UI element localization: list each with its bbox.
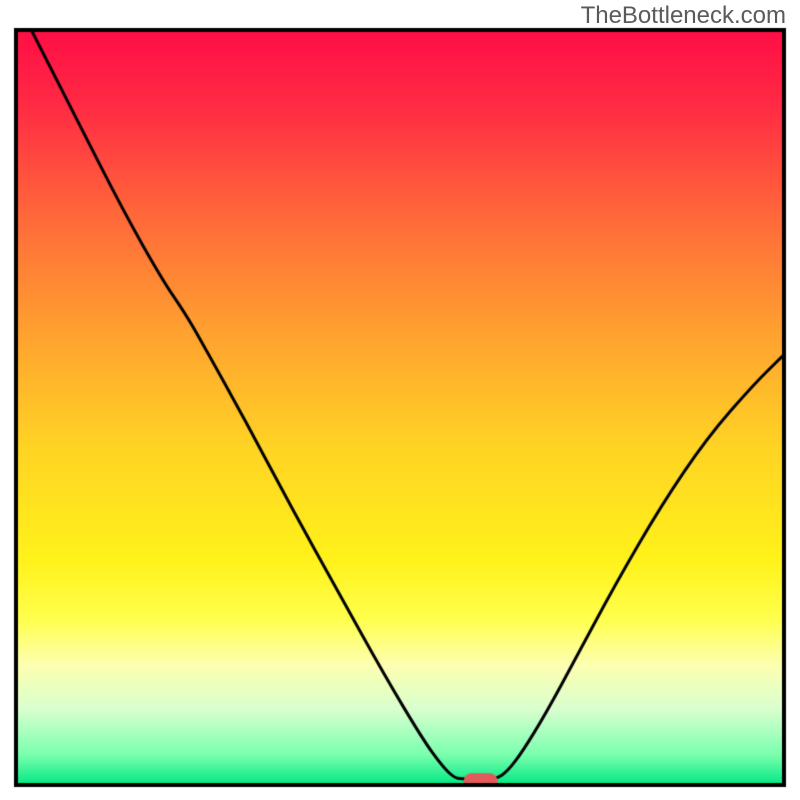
bottleneck-curve-layer <box>0 0 800 800</box>
chart-container: TheBottleneck.com <box>0 0 800 800</box>
watermark-text: TheBottleneck.com <box>581 2 786 30</box>
